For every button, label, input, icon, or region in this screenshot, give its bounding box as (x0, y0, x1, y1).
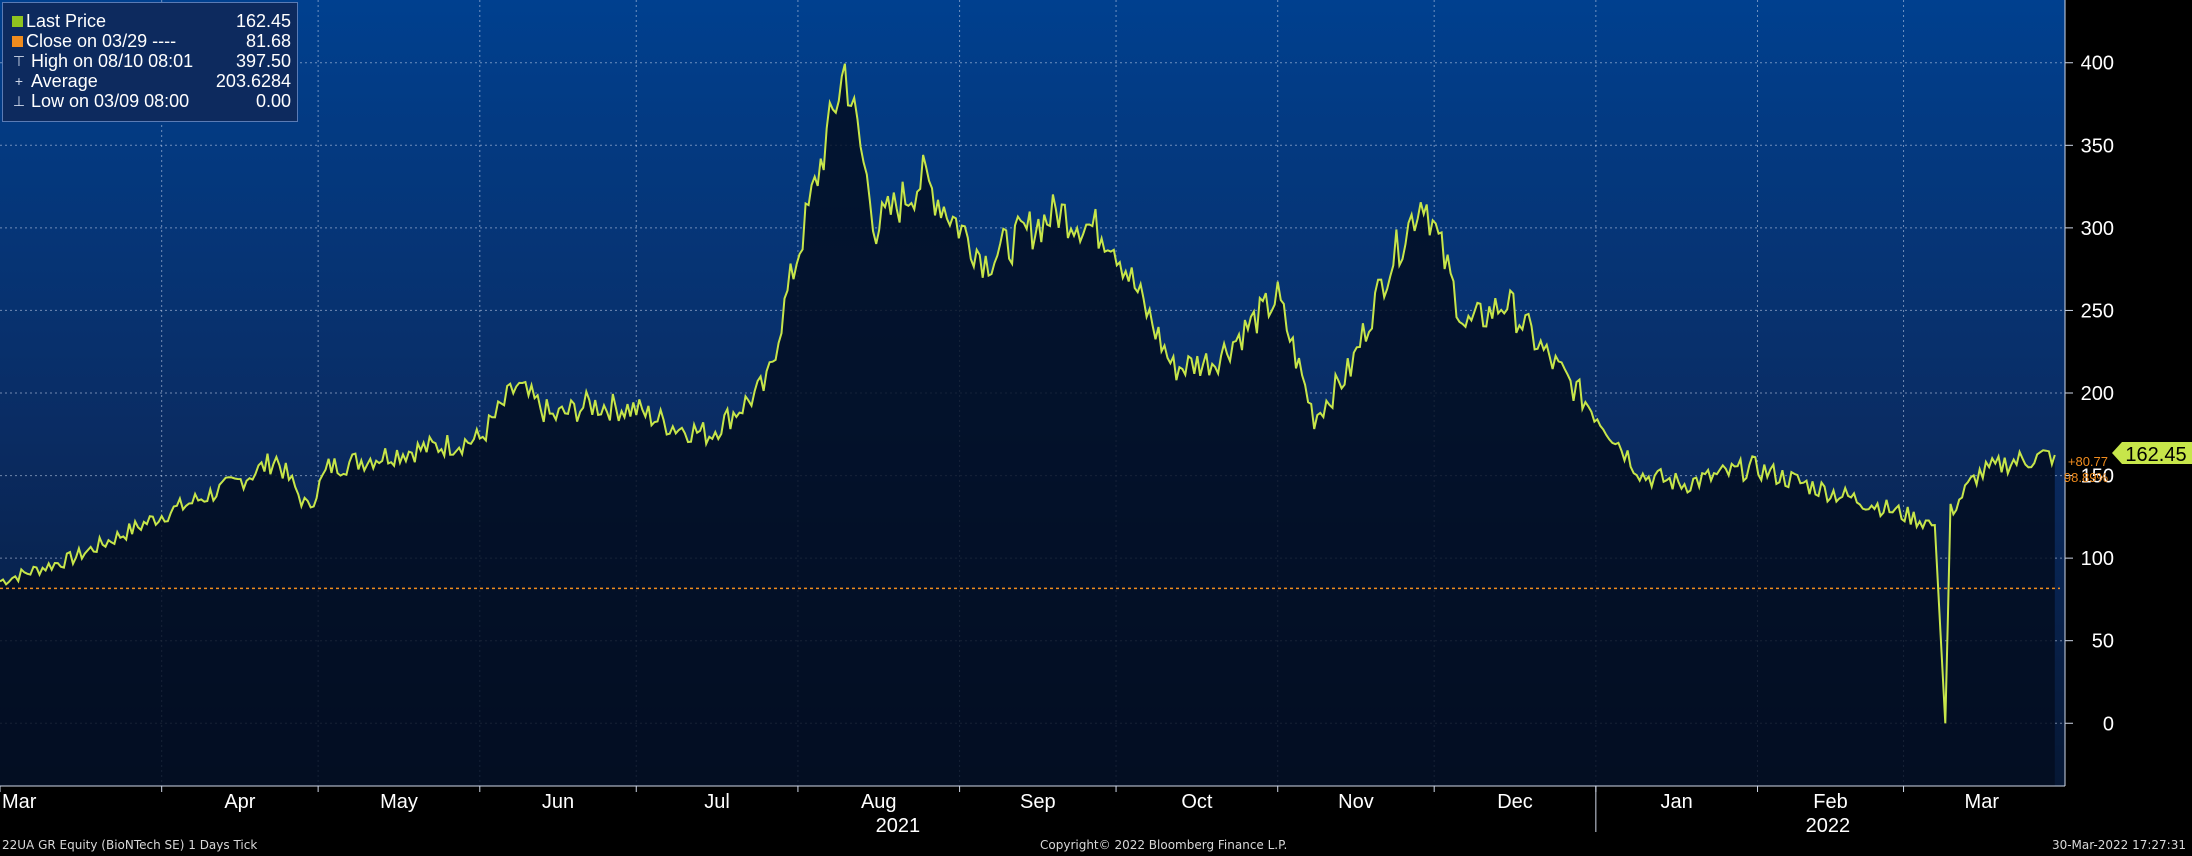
y-tick-label: 250 (2081, 300, 2114, 322)
y-tick-label: 200 (2081, 383, 2114, 405)
year-label: 2021 (876, 815, 921, 832)
legend-label: Close on 03/29 ---- (26, 31, 177, 51)
footer-security: 22UA GR Equity (BioNTech SE) 1 Days Tick (2, 838, 258, 852)
legend-last-price: Last Price 162.45 (11, 11, 291, 31)
x-tick-label: Mar (2, 791, 37, 813)
price-chart: 0 50 100 150 200 250 300 350 400 Mar Apr May Jun Jul… (0, 0, 2192, 832)
x-axis: Mar Apr May Jun Jul Aug Sep Oct Nov Dec Jan Feb Mar 2… (0, 785, 2065, 832)
y-tick-label: 350 (2081, 135, 2114, 157)
legend-value: 81.68 (245, 31, 291, 51)
legend-high: ⊤ High on 08/10 08:01 397.50 (11, 51, 291, 71)
y-tick-label: 50 (2092, 631, 2114, 653)
legend-value: 0.00 (255, 91, 291, 111)
x-tick-label: Nov (1338, 791, 1374, 813)
x-tick-label: Jan (1661, 791, 1693, 813)
last-price-tag: 162.45 +80.77 98.89% (2064, 442, 2192, 485)
x-tick-label: Aug (861, 791, 897, 813)
footer-copyright: Copyright© 2022 Bloomberg Finance L.P. (1040, 838, 1288, 852)
legend-close: Close on 03/29 ---- 81.68 (11, 31, 291, 51)
legend-label: Last Price (26, 11, 107, 31)
legend-value: 203.6284 (215, 71, 291, 91)
green-square-icon (12, 15, 23, 27)
legend-value: 162.45 (235, 11, 291, 31)
x-tick-label: Jun (542, 791, 574, 813)
x-tick-label: Dec (1497, 791, 1533, 813)
price-line (0, 63, 2056, 724)
last-price-change: +80.77 (2068, 454, 2108, 469)
x-tick-label: Jul (704, 791, 730, 813)
y-tick-label: 150 (2081, 466, 2114, 488)
x-tick-label: Oct (1181, 791, 1213, 813)
y-tick-label: 0 (2103, 713, 2114, 735)
y-tick-label: 300 (2081, 218, 2114, 240)
orange-square-icon (12, 35, 23, 47)
footer: 22UA GR Equity (BioNTech SE) 1 Days Tick… (0, 832, 2192, 856)
legend-label: High on 08/10 08:01 (31, 51, 194, 71)
price-area (0, 63, 2055, 786)
footer-timestamp: 30-Mar-2022 17:27:31 (2051, 838, 2186, 852)
legend-label: Low on 03/09 08:00 (31, 91, 190, 111)
y-axis: 0 50 100 150 200 250 300 350 400 (2064, 0, 2114, 786)
legend-value: 397.50 (235, 51, 291, 71)
x-tick-label: Feb (1813, 791, 1847, 813)
legend-label: Average (31, 71, 98, 91)
last-price-change-pct: 98.89% (2064, 470, 2109, 485)
high-tick-icon: ⊤ (12, 53, 26, 69)
last-price-tag-value: 162.45 (2125, 444, 2186, 466)
legend-box: Last Price 162.45 Close on 03/29 ---- 81… (2, 2, 298, 122)
x-tick-label: Mar (1965, 791, 2000, 813)
legend-low: ⊥ Low on 03/09 08:00 0.00 (11, 91, 291, 111)
average-line-icon: + (14, 73, 24, 89)
year-label: 2022 (1806, 815, 1851, 832)
x-tick-label: Sep (1020, 791, 1056, 813)
x-tick-label: Apr (224, 791, 255, 813)
y-tick-label: 400 (2081, 53, 2114, 75)
low-tick-icon: ⊥ (12, 93, 26, 109)
y-tick-label: 100 (2081, 548, 2114, 570)
x-tick-label: May (380, 791, 418, 813)
legend-average: + Average 203.6284 (11, 71, 291, 91)
